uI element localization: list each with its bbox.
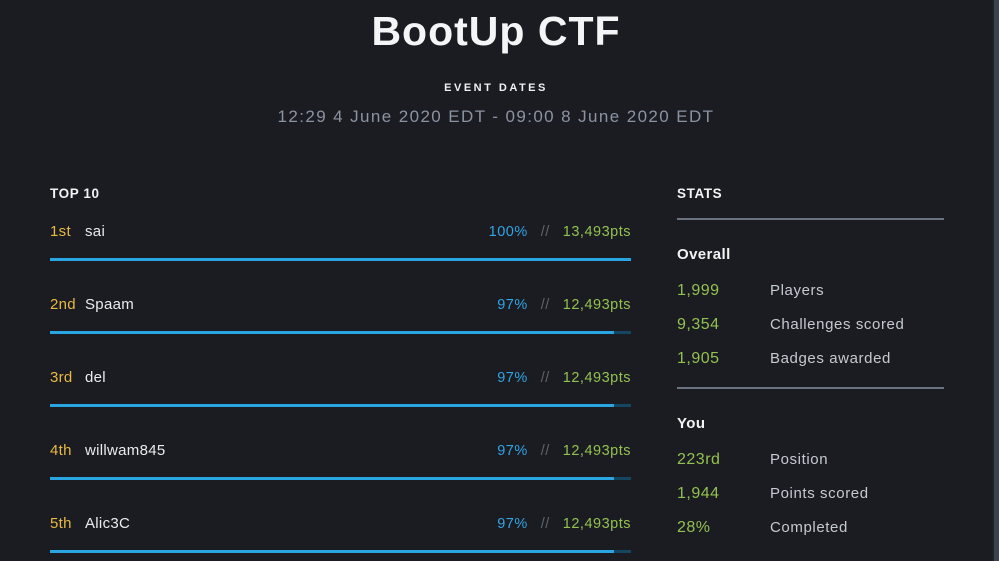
rank-label: 5th [50, 515, 72, 532]
stat-value: 1,944 [677, 485, 720, 502]
stat-value: 1,905 [677, 350, 720, 367]
stats-divider [677, 218, 944, 220]
stat-label: Completed [770, 519, 848, 536]
stat-row: 223rd Position [677, 451, 944, 471]
rank-label: 2nd [50, 296, 76, 313]
team-name: Spaam [85, 296, 135, 313]
event-dates-value: 12:29 4 June 2020 EDT - 09:00 8 June 202… [277, 107, 715, 126]
stat-row: 28% Completed [677, 519, 944, 539]
points-value: 13,493pts [562, 224, 631, 240]
progress-bar [50, 477, 631, 480]
stats-sections: Overall 1,999 Players 9,354 Challenges s… [677, 218, 944, 539]
leaderboard-row: 1st sai 100% // 13,493pts [50, 223, 631, 261]
progress-bar [50, 550, 631, 553]
percent-value: 97% [497, 297, 528, 313]
points-value: 12,493pts [562, 370, 631, 386]
stat-label: Points scored [770, 485, 869, 502]
row-score: 100% // 13,493pts [489, 224, 631, 240]
row-score: 97% // 12,493pts [497, 297, 631, 313]
progress-fill [50, 404, 614, 407]
score-separator: // [540, 516, 550, 532]
stats-section-rows: 223rd Position 1,944 Points scored 28% C… [677, 451, 944, 539]
percent-value: 97% [497, 370, 528, 386]
leaderboard-row: 4th willwam845 97% // 12,493pts [50, 442, 631, 480]
score-separator: // [540, 443, 550, 459]
rank-label: 3rd [50, 369, 73, 386]
rank-label: 4th [50, 442, 72, 459]
stat-label: Badges awarded [770, 350, 891, 367]
row-score: 97% // 12,493pts [497, 370, 631, 386]
page-title: BootUp CTF [371, 8, 621, 54]
leaderboard-row-line: 3rd del 97% // 12,493pts [50, 369, 631, 389]
stats-section-title: Overall [677, 246, 731, 263]
leaderboard-row-line: 4th willwam845 97% // 12,493pts [50, 442, 631, 462]
progress-bar [50, 258, 631, 261]
stats-heading: STATS [677, 186, 723, 201]
event-dates-label: EVENT DATES [444, 82, 548, 94]
stat-row: 9,354 Challenges scored [677, 316, 944, 336]
percent-value: 97% [497, 443, 528, 459]
progress-fill [50, 258, 631, 261]
leaderboard-rows: 1st sai 100% // 13,493pts 2nd Spaam 97% … [50, 223, 631, 553]
percent-value: 97% [497, 516, 528, 532]
score-separator: // [540, 297, 550, 313]
stat-value: 28% [677, 519, 711, 536]
percent-value: 100% [488, 224, 528, 240]
stat-row: 1,905 Badges awarded [677, 350, 944, 370]
leaderboard-row: 3rd del 97% // 12,493pts [50, 369, 631, 407]
team-name: willwam845 [85, 442, 166, 459]
stat-label: Position [770, 451, 829, 468]
leaderboard-row: 5th Alic3C 97% // 12,493pts [50, 515, 631, 553]
stats-section: You 223rd Position 1,944 Points scored 2… [677, 387, 944, 539]
points-value: 12,493pts [562, 443, 631, 459]
stats-divider [677, 387, 944, 389]
stats-section-rows: 1,999 Players 9,354 Challenges scored 1,… [677, 282, 944, 370]
leaderboard-row-line: 5th Alic3C 97% // 12,493pts [50, 515, 631, 535]
progress-bar [50, 331, 631, 334]
page-header: BootUp CTF EVENT DATES 12:29 4 June 2020… [0, 0, 992, 127]
leaderboard-panel: TOP 10 1st sai 100% // 13,493pts 2nd Spa… [50, 186, 631, 561]
leaderboard-heading: TOP 10 [50, 186, 100, 201]
stats-panel: STATS Overall 1,999 Players 9,354 Challe… [677, 186, 944, 556]
team-name: del [85, 369, 106, 386]
progress-fill [50, 550, 614, 553]
leaderboard-row-line: 2nd Spaam 97% // 12,493pts [50, 296, 631, 316]
team-name: sai [85, 223, 106, 240]
scrollbar-thumb[interactable] [994, 0, 999, 561]
stats-section-title: You [677, 415, 706, 432]
scrollbar-track[interactable] [992, 0, 999, 561]
stat-label: Challenges scored [770, 316, 905, 333]
stat-value: 223rd [677, 451, 721, 468]
stat-label: Players [770, 282, 825, 299]
stats-section: Overall 1,999 Players 9,354 Challenges s… [677, 218, 944, 370]
points-value: 12,493pts [562, 516, 631, 532]
progress-fill [50, 477, 614, 480]
progress-fill [50, 331, 614, 334]
stat-value: 1,999 [677, 282, 720, 299]
row-score: 97% // 12,493pts [497, 516, 631, 532]
rank-label: 1st [50, 223, 71, 240]
progress-bar [50, 404, 631, 407]
team-name: Alic3C [85, 515, 131, 532]
points-value: 12,493pts [562, 297, 631, 313]
stat-value: 9,354 [677, 316, 720, 333]
stat-row: 1,944 Points scored [677, 485, 944, 505]
stat-row: 1,999 Players [677, 282, 944, 302]
row-score: 97% // 12,493pts [497, 443, 631, 459]
score-separator: // [540, 370, 550, 386]
score-separator: // [540, 224, 550, 240]
leaderboard-row-line: 1st sai 100% // 13,493pts [50, 223, 631, 243]
leaderboard-row: 2nd Spaam 97% // 12,493pts [50, 296, 631, 334]
